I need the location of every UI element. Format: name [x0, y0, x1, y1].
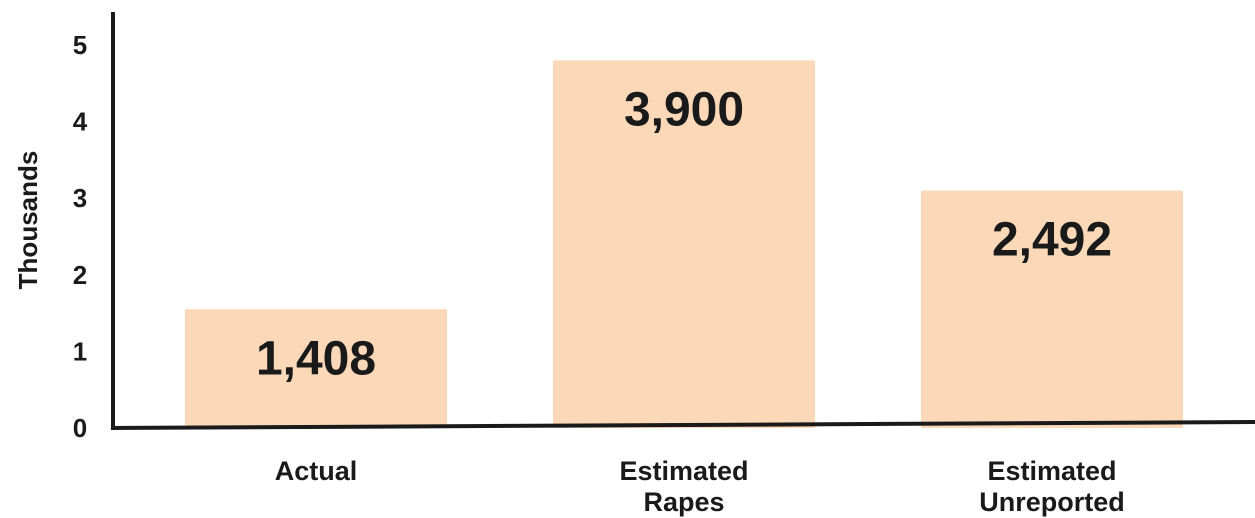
y-tick-label: 4 — [73, 107, 88, 137]
x-axis-line — [110, 420, 1255, 430]
bar — [921, 190, 1183, 428]
category-label-line: Rapes — [643, 487, 724, 517]
data-label: 3,900 — [624, 83, 744, 136]
bars-layer — [185, 60, 1183, 428]
y-axis-title: Thousands — [13, 151, 43, 290]
y-tick-label: 2 — [73, 260, 87, 290]
y-tick-label: 3 — [73, 183, 87, 213]
category-label-line: Estimated — [987, 456, 1116, 486]
data-label: 1,408 — [256, 332, 376, 385]
axes-layer — [110, 12, 1255, 430]
category-label-line: Actual — [275, 456, 358, 486]
y-tick-label: 5 — [73, 30, 87, 60]
y-tick-label: 1 — [73, 336, 87, 366]
bar — [185, 309, 447, 428]
data-label: 2,492 — [992, 214, 1112, 267]
data-labels: 1,408 3,900 2,492 — [256, 83, 1112, 385]
bar — [553, 60, 815, 428]
y-tick-label: 0 — [73, 413, 87, 443]
category-label-line: Unreported — [979, 487, 1125, 517]
category-label: Actual — [275, 456, 358, 486]
category-label: Estimated Unreported — [979, 456, 1125, 517]
category-label: Estimated Rapes — [619, 456, 748, 517]
y-tick-labels: 0 1 2 3 4 5 — [73, 30, 88, 443]
category-label-line: Estimated — [619, 456, 748, 486]
